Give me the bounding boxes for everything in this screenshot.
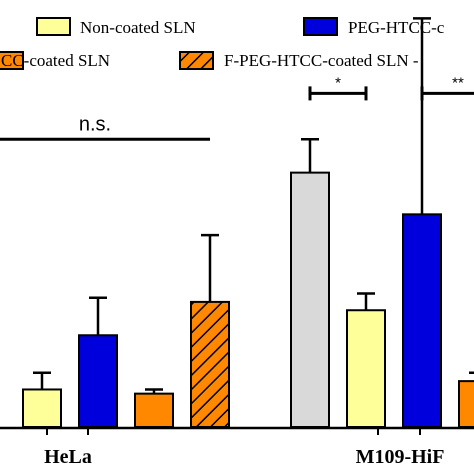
bar-m109-hif-1 xyxy=(346,309,386,428)
legend-label-3: F-PEG-HTCC-coated SLN - xyxy=(224,51,419,70)
bar-m109-hif-3 xyxy=(458,380,474,429)
category-label-hela: HeLa xyxy=(44,446,92,468)
plot-area: n.s.******* xyxy=(0,17,474,435)
legend-label-2: CC-coated SLN xyxy=(1,51,110,70)
legend-swatch-3 xyxy=(179,51,214,70)
legend-swatch-2 xyxy=(0,51,24,70)
bar-hela-4 xyxy=(190,300,230,428)
category-labels: HeLa M109-HiF xyxy=(44,446,444,468)
bar-hela-3 xyxy=(134,392,174,429)
significance-label-0: n.s. xyxy=(79,113,111,135)
legend-label-1: PEG-HTCC-c xyxy=(348,18,445,37)
legend: Non-coated SLN PEG-HTCC-c CC-coated SLN F-P… xyxy=(0,17,445,70)
bar-m109-hif-2 xyxy=(402,213,442,428)
legend-label-0: Non-coated SLN xyxy=(80,18,196,37)
bar-hela-2 xyxy=(78,334,118,429)
significance-label-1: * xyxy=(335,74,341,91)
significance-label-2: ** xyxy=(452,74,464,91)
bar-m109-hif-0 xyxy=(290,171,330,428)
legend-swatch-0 xyxy=(36,17,71,36)
category-label-m109-hif: M109-HiF xyxy=(356,446,445,468)
legend-swatch-1 xyxy=(303,17,338,36)
bar-hela-1 xyxy=(22,388,62,428)
